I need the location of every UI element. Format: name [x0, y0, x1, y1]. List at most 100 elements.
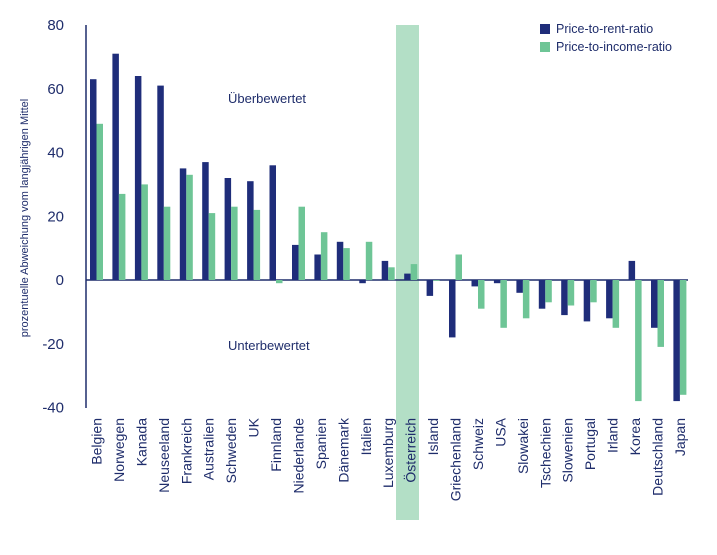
bar-price-to-income [657, 280, 664, 347]
y-tick-label: -40 [42, 400, 64, 417]
x-category-label: Niederlande [291, 418, 307, 494]
x-category-label: Neuseeland [156, 418, 172, 493]
bar-price-to-rent [381, 260, 389, 280]
bar-price-to-income [118, 193, 126, 280]
bar-price-to-income [276, 280, 283, 284]
bar-price-to-rent [538, 280, 546, 309]
legend-label-rent: Price-to-rent-ratio [556, 22, 653, 36]
bar-price-to-income [500, 280, 507, 328]
bar-price-to-income [253, 209, 261, 280]
x-category-label: Luxemburg [380, 418, 396, 488]
x-category-label: UK [246, 417, 262, 437]
x-category-label: Schweden [223, 418, 239, 483]
bar-price-to-income [141, 184, 148, 280]
bar-price-to-rent [112, 53, 119, 281]
x-category-label: Korea [627, 418, 643, 456]
bar-price-to-income [478, 280, 485, 309]
y-axis-label: prozentuelle Abweichung vom langjährigen… [19, 99, 31, 337]
bar-price-to-income [567, 280, 575, 306]
y-tick-label: 80 [47, 17, 64, 34]
bar-price-to-income [522, 280, 530, 319]
x-category-label: Irland [605, 418, 621, 453]
x-category-label: Spanien [313, 418, 329, 469]
y-tick-label: 20 [47, 208, 64, 225]
highlight-band [396, 25, 419, 520]
y-tick-label: -20 [42, 336, 64, 353]
x-category-label: Schweiz [470, 418, 486, 470]
bar-price-to-rent [561, 280, 568, 316]
bar-price-to-rent [336, 241, 344, 281]
bar-price-to-rent [269, 165, 276, 281]
bar-price-to-rent [202, 162, 209, 280]
bar-price-to-rent [157, 85, 164, 280]
x-category-label: Australien [201, 418, 217, 480]
x-category-label: Norwegen [111, 418, 127, 482]
bar-price-to-rent [314, 254, 321, 280]
x-category-label: Griechenland [448, 418, 464, 501]
bar-price-to-income [365, 241, 373, 281]
bar-price-to-rent [628, 260, 636, 280]
bar-price-to-income [343, 248, 350, 280]
x-category-label: USA [492, 417, 508, 446]
bar-price-to-income [186, 174, 193, 280]
annotation-undervalued: Unterbewertet [228, 338, 310, 353]
bar-price-to-income [410, 264, 418, 280]
bar-price-to-income [455, 254, 462, 280]
legend-label-income: Price-to-income-ratio [556, 40, 672, 54]
bar-price-to-rent [224, 178, 232, 280]
y-tick-label: 60 [47, 81, 64, 98]
bar-price-to-income [96, 123, 103, 280]
bar-price-to-rent [247, 181, 254, 280]
bar-price-to-rent [134, 76, 142, 280]
x-category-label: Finnland [268, 418, 284, 472]
bar-price-to-income [231, 206, 238, 280]
bar-price-to-income [612, 280, 620, 328]
x-category-label: Tschechien [537, 418, 553, 488]
y-tick-label: 0 [56, 272, 64, 289]
bar-price-to-rent [90, 79, 97, 280]
y-axis-ticks: 80 60 40 20 0 -20 -40 [42, 17, 64, 417]
bar-price-to-income [388, 267, 395, 281]
bar-price-to-income [635, 280, 642, 402]
x-category-label: Frankreich [178, 418, 194, 484]
bar-price-to-income [208, 213, 216, 280]
annotation-overvalued: Überbewertet [228, 91, 306, 106]
category-labels: Belgien Norwegen Kanada Neuseeland Frankreic… [89, 417, 688, 501]
y-tick-label: 40 [47, 145, 64, 162]
x-category-label: Island [425, 418, 441, 455]
legend-swatch-rent [540, 24, 550, 34]
x-category-label: Belgien [89, 418, 105, 465]
bar-price-to-rent [292, 244, 299, 280]
bar-price-to-rent [516, 280, 523, 293]
bar-price-to-rent [673, 280, 680, 402]
x-category-label: Dänemark [335, 417, 351, 483]
bar-price-to-income [679, 280, 687, 395]
bar-price-to-income [320, 232, 328, 280]
x-category-label: Portugal [582, 418, 598, 470]
bar-price-to-rent [359, 280, 366, 284]
bar-price-to-rent [471, 280, 478, 287]
x-category-label: Kanada [133, 418, 149, 466]
x-category-label: Italien [358, 418, 374, 455]
x-category-label: Österreich [402, 418, 419, 483]
x-category-label: Slowakei [515, 418, 531, 474]
legend: Price-to-rent-ratio Price-to-income-rati… [540, 22, 672, 54]
legend-swatch-income [540, 42, 550, 52]
bar-price-to-rent [404, 273, 411, 280]
x-category-label: Slowenien [560, 418, 576, 483]
bar-price-to-income [433, 280, 440, 281]
bar-price-to-rent [606, 280, 613, 319]
bar-price-to-rent [493, 280, 501, 284]
bar-group [90, 53, 687, 402]
bar-price-to-income [590, 280, 597, 303]
x-category-label: Deutschland [650, 418, 666, 496]
x-category-label: Japan [672, 418, 688, 456]
bar-price-to-income [545, 280, 552, 303]
bar-price-to-income [163, 206, 171, 280]
bar-price-to-rent [426, 280, 434, 296]
bar-price-to-rent [179, 168, 187, 280]
bar-price-to-rent [449, 280, 456, 338]
bar-price-to-rent [651, 280, 658, 328]
bar-price-to-rent [583, 280, 591, 322]
